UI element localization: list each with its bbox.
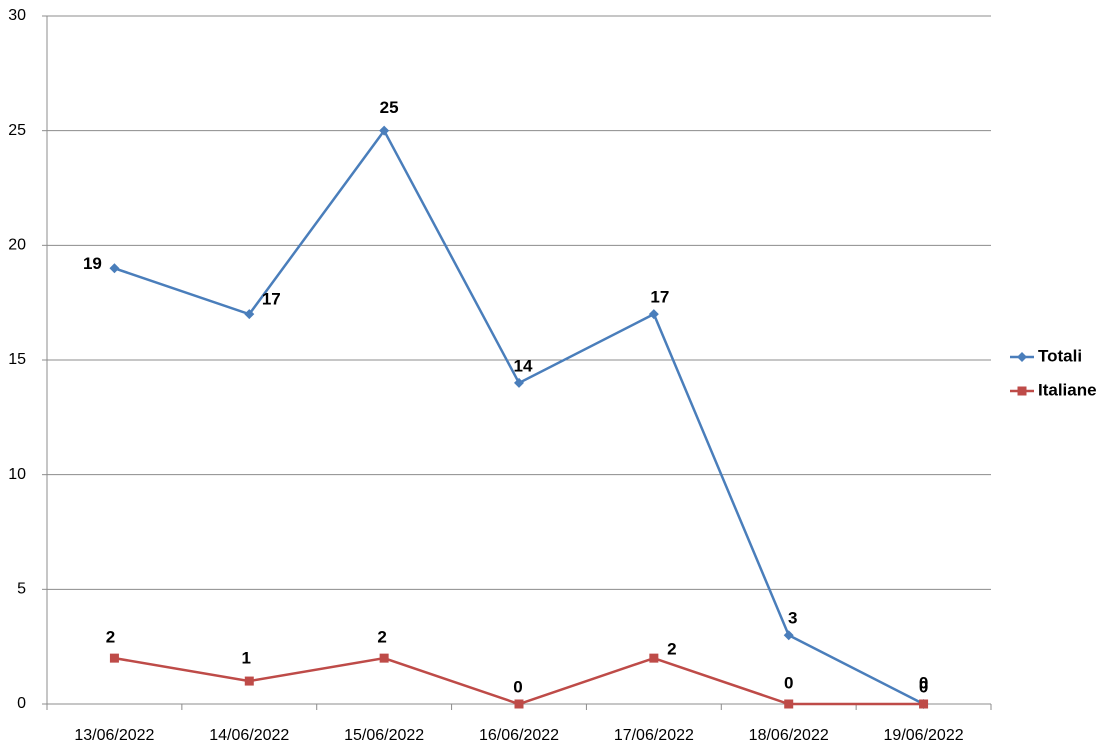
- x-tick-label: 16/06/2022: [479, 727, 559, 744]
- marker: [514, 377, 524, 388]
- x-tick-label: 18/06/2022: [749, 727, 829, 744]
- y-tick-label: 15: [8, 351, 26, 368]
- marker: [514, 699, 524, 709]
- y-tick-label: 10: [8, 466, 26, 483]
- marker: [919, 699, 929, 709]
- y-tick-label: 5: [17, 581, 26, 598]
- x-tick-label: 13/06/2022: [74, 727, 154, 744]
- y-tick-label: 25: [8, 122, 26, 139]
- data-label: 25: [380, 98, 399, 117]
- data-label: 1: [242, 649, 251, 668]
- marker: [784, 699, 794, 709]
- y-tick-label: 20: [8, 237, 26, 254]
- marker: [379, 125, 390, 136]
- marker: [648, 309, 659, 320]
- data-label: 19: [83, 254, 102, 273]
- marker: [244, 676, 254, 686]
- legend-label: Totali: [1038, 346, 1082, 365]
- data-label: 14: [514, 356, 533, 375]
- marker: [379, 653, 389, 663]
- data-label: 0: [919, 673, 928, 692]
- marker: [109, 263, 120, 274]
- x-tick-label: 19/06/2022: [884, 727, 964, 744]
- legend-label: Italiane: [1038, 380, 1097, 399]
- marker: [649, 653, 659, 663]
- x-tick-label: 17/06/2022: [614, 727, 694, 744]
- data-label: 0: [784, 673, 793, 692]
- marker: [109, 653, 119, 663]
- x-tick-label: 15/06/2022: [344, 727, 424, 744]
- series-line: [114, 128, 925, 706]
- y-tick-label: 30: [8, 7, 26, 24]
- data-label: 3: [788, 609, 797, 628]
- data-label: 2: [377, 628, 386, 647]
- legend-marker: [1017, 352, 1027, 362]
- y-tick-label: 0: [17, 695, 26, 712]
- data-label: 17: [262, 290, 281, 309]
- data-label: 2: [667, 640, 676, 659]
- data-label: 0: [919, 677, 928, 696]
- data-label: 2: [106, 628, 115, 647]
- data-label: 0: [513, 677, 522, 696]
- x-tick-label: 14/06/2022: [209, 727, 289, 744]
- marker: [244, 309, 255, 320]
- marker: [783, 630, 794, 641]
- legend-marker: [1017, 386, 1027, 396]
- data-label: 17: [650, 288, 669, 307]
